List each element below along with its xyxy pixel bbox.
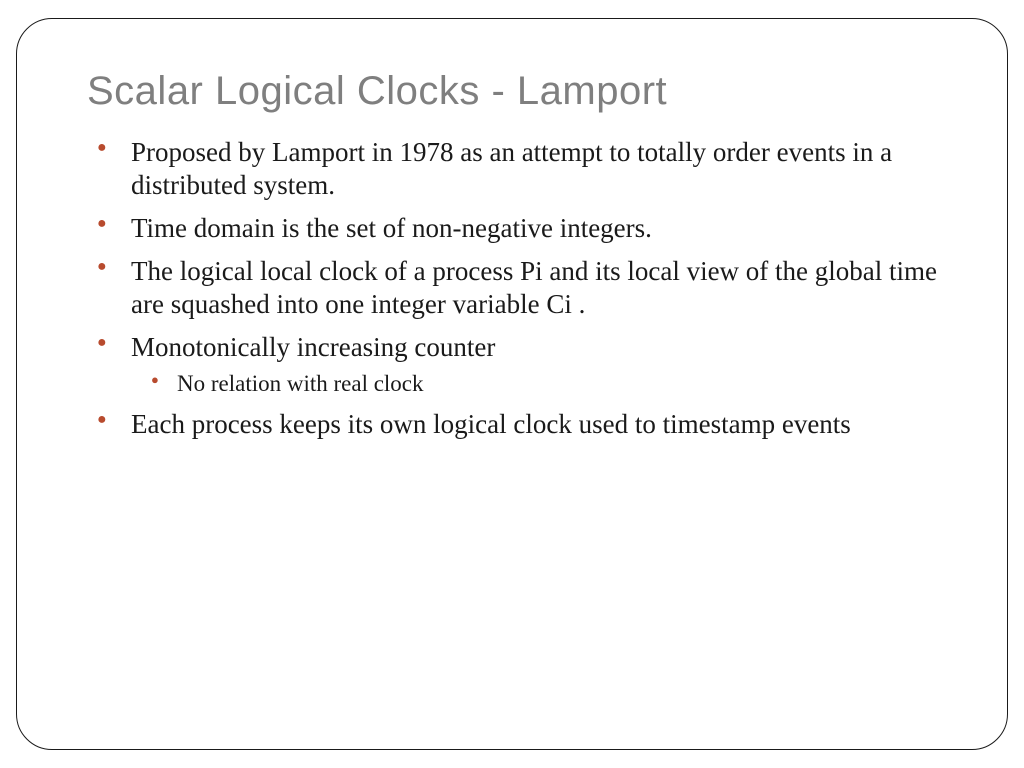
sub-bullet-list: No relation with real clock <box>131 370 937 399</box>
bullet-item: Time domain is the set of non-negative i… <box>115 212 937 245</box>
bullet-text: Time domain is the set of non-negative i… <box>131 213 652 243</box>
bullet-text: The logical local clock of a process Pi … <box>131 256 937 319</box>
sub-bullet-text: No relation with real clock <box>177 371 424 396</box>
bullet-text: Proposed by Lamport in 1978 as an attemp… <box>131 137 892 200</box>
bullet-list: Proposed by Lamport in 1978 as an attemp… <box>87 136 937 441</box>
bullet-item: Monotonically increasing counter No rela… <box>115 331 937 399</box>
bullet-text: Monotonically increasing counter <box>131 332 495 362</box>
slide-frame: Scalar Logical Clocks - Lamport Proposed… <box>16 18 1008 750</box>
bullet-item: The logical local clock of a process Pi … <box>115 255 937 321</box>
bullet-item: Proposed by Lamport in 1978 as an attemp… <box>115 136 937 202</box>
bullet-text: Each process keeps its own logical clock… <box>131 409 851 439</box>
sub-bullet-item: No relation with real clock <box>165 370 937 399</box>
slide-title: Scalar Logical Clocks - Lamport <box>87 69 937 114</box>
bullet-item: Each process keeps its own logical clock… <box>115 408 937 441</box>
